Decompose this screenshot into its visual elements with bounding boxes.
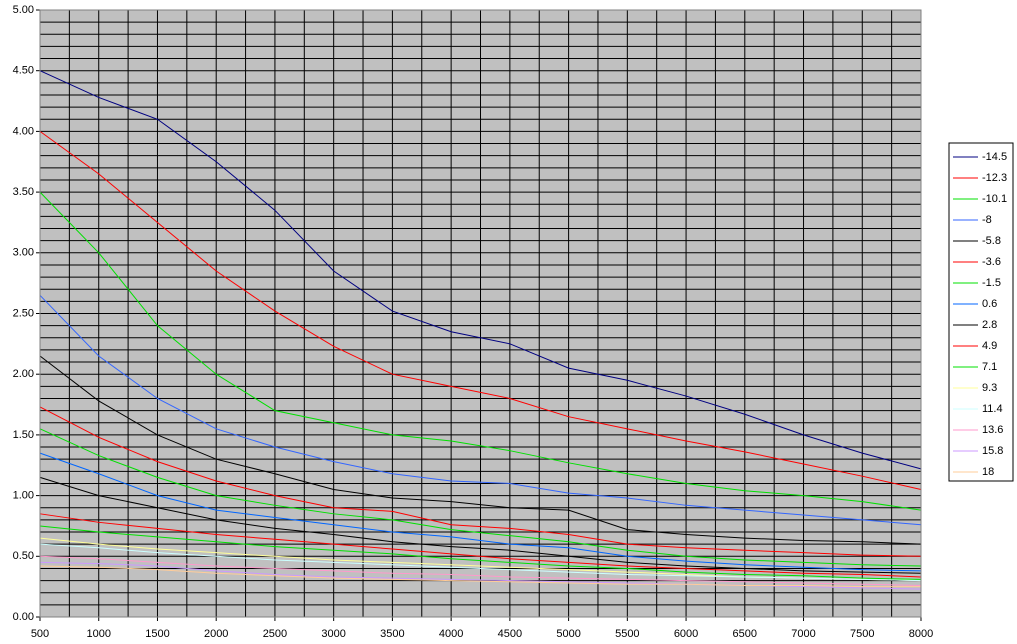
x-tick-label: 6000: [674, 628, 698, 640]
y-tick-label: 4.00: [13, 125, 34, 137]
x-tick-label: 5500: [615, 628, 639, 640]
series-line: [39, 555, 922, 586]
series-line: [39, 428, 922, 567]
x-tick-label: 4000: [439, 628, 463, 640]
y-tick-label: 1.00: [13, 490, 34, 502]
series-line: [39, 476, 922, 574]
legend-label: -12.3: [982, 172, 1007, 184]
x-tick-label: 7500: [850, 628, 874, 640]
series-line: [39, 565, 921, 588]
x-tick-label: 6500: [733, 628, 757, 640]
x-tick-label: 1500: [145, 628, 169, 640]
series-line: [39, 452, 922, 572]
legend-label: 2.8: [982, 319, 997, 331]
y-tick-label: 0.00: [13, 611, 34, 623]
plot-border: [39, 9, 922, 618]
y-tick-label: 1.50: [13, 429, 34, 441]
y-tick-label: 3.50: [13, 186, 34, 198]
legend-label: -5.8: [982, 235, 1001, 247]
y-tick-label: 2.00: [13, 368, 34, 380]
legend-label: -10.1: [982, 193, 1007, 205]
x-tick-label: 500: [31, 628, 49, 640]
legend-label: -14.5: [982, 151, 1007, 163]
legend-label: 13.6: [982, 424, 1003, 436]
y-tick-label: 3.00: [13, 247, 34, 259]
x-tick-label: 1000: [86, 628, 110, 640]
x-tick-label: 4500: [498, 628, 522, 640]
legend-label: -8: [982, 214, 992, 226]
y-tick-label: 5.00: [13, 4, 34, 16]
series-line: [39, 191, 922, 511]
legend-label: 0.6: [982, 298, 997, 310]
x-tick-label: 5000: [556, 628, 580, 640]
x-tick-label: 3000: [321, 628, 345, 640]
series-line: [39, 513, 922, 578]
legend-label: 7.1: [982, 361, 997, 373]
y-tick-label: 2.50: [13, 307, 34, 319]
x-tick-label: 2000: [204, 628, 228, 640]
legend-label: 9.3: [982, 382, 997, 394]
series-line: [39, 543, 922, 582]
legend-label: -1.5: [982, 277, 1001, 289]
x-tick-label: 3500: [380, 628, 404, 640]
series-line: [39, 130, 922, 491]
series-line: [39, 355, 922, 545]
x-tick-label: 8000: [909, 628, 933, 640]
series-line: [39, 294, 922, 526]
series-line: [39, 70, 922, 470]
legend-label: 15.8: [982, 445, 1003, 457]
x-tick-label: 2500: [263, 628, 287, 640]
y-tick-label: 0.50: [13, 550, 34, 562]
legend-label: 11.4: [982, 403, 1003, 415]
x-tick-label: 7000: [791, 628, 815, 640]
legend-label: 18: [982, 466, 994, 478]
series-line: [39, 406, 922, 557]
series-line: [39, 561, 922, 590]
y-tick-label: 4.50: [13, 65, 34, 77]
series-line: [39, 525, 922, 580]
legend-label: 4.9: [982, 340, 997, 352]
legend-label: -3.6: [982, 256, 1001, 268]
